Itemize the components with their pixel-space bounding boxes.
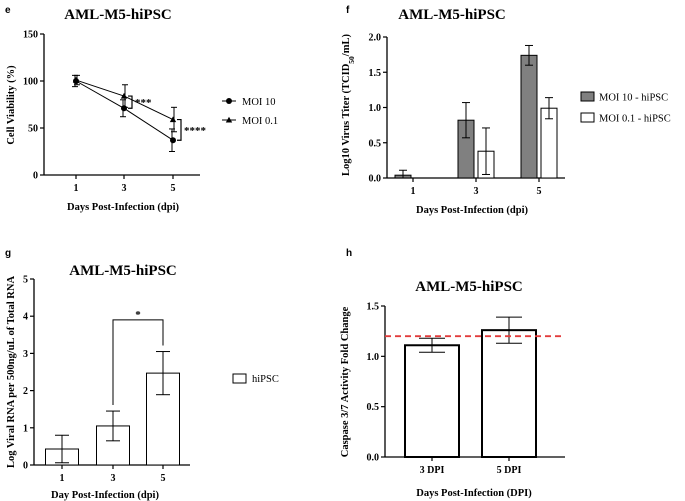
panel-e-legend-label: MOI 0.1 [242, 116, 278, 127]
panel-e-x-tick-label: 1 [74, 183, 79, 194]
panel-e-y-tick-label: 50 [28, 124, 38, 135]
panel-h-bar [481, 329, 537, 458]
panel-letter-f: f [346, 5, 350, 16]
panel-e: e AML-M5-hiPSC Days Post-Infection (dpi)… [5, 5, 278, 213]
panel-f-ylabel-end: /mL) [341, 34, 352, 58]
panel-e-significance-bracket [128, 95, 133, 109]
panel-f: f AML-M5-hiPSC Days Post-Infection (dpi)… [341, 5, 671, 216]
panel-f-title: AML-M5-hiPSC [398, 7, 506, 23]
panel-g-title: AML-M5-hiPSC [69, 263, 177, 279]
panel-h: h AML-M5-hiPSC Days Post-Infection (DPI)… [340, 248, 565, 499]
panel-g-xlabel: Day Post-Infection (dpi) [51, 490, 159, 501]
panel-f-x-tick-label: 3 [474, 186, 479, 197]
panel-letter-e: e [5, 5, 11, 16]
panel-letter-g: g [5, 248, 11, 259]
panel-f-y-tick-label: 1.5 [369, 68, 382, 79]
panel-f-ylabel: Log10 Virus Titer (TCID50/mL) [341, 34, 356, 176]
panel-g-x-tick-label: 1 [60, 473, 65, 484]
panel-h-x-tick-label: 5 DPI [497, 465, 522, 476]
panel-e-significance-bracket [177, 118, 182, 141]
panel-f-x-tick-label: 5 [537, 186, 542, 197]
panel-g-x-tick-label: 5 [161, 473, 166, 484]
panel-g-x-tick-label: 3 [111, 473, 116, 484]
panel-f-xlabel: Days Post-Infection (dpi) [416, 205, 529, 216]
panel-f-y-tick-label: 1.0 [369, 103, 382, 114]
panel-e-legend-marker [225, 116, 233, 123]
panel-g-legend-label: hiPSC [252, 374, 279, 385]
panel-f-y-tick-label: 0.5 [369, 138, 382, 149]
panel-e-xlabel: Days Post-Infection (dpi) [67, 202, 180, 213]
panel-h-bar [404, 344, 460, 459]
panel-h-xlabel: Days Post-Infection (DPI) [416, 488, 532, 499]
panel-e-point [121, 105, 127, 112]
panel-e-x-tick-label: 3 [122, 183, 127, 194]
panel-e-y-tick-label: 100 [23, 77, 38, 88]
panel-g-y-tick-label: 1 [23, 423, 28, 434]
panel-f-legend-label: MOI 10 - hiPSC [599, 93, 668, 104]
panel-letter-h: h [346, 248, 352, 259]
panel-f-legend-label: MOI 0.1 - hiPSC [599, 114, 671, 125]
panel-g-y-tick-label: 3 [23, 349, 28, 360]
panel-f-y-tick-label: 0.0 [369, 174, 382, 185]
panel-g-significance-bracket [112, 319, 164, 406]
panel-g-significance-label: * [135, 309, 141, 321]
panel-e-point [169, 116, 177, 123]
panel-g-ylabel: Log Viral RNA per 500ng/uL of Total RNA [6, 276, 17, 468]
panel-e-y-tick-label: 0 [33, 171, 38, 182]
panel-f-x-tick-label: 1 [411, 186, 416, 197]
panel-g: g AML-M5-hiPSC Day Post-Infection (dpi) … [5, 248, 279, 501]
panel-f-legend-swatch [580, 112, 595, 123]
panel-h-y-tick-label: 1.0 [367, 352, 380, 363]
panel-g-legend-swatch [232, 373, 247, 384]
panel-h-ylabel: Caspase 3/7 Activity Fold Change [340, 306, 351, 457]
panel-e-point [170, 137, 176, 144]
panel-h-y-tick-label: 0.0 [367, 453, 380, 464]
panel-e-point [120, 92, 128, 99]
panel-g-y-tick-label: 2 [23, 386, 28, 397]
panel-h-title: AML-M5-hiPSC [415, 279, 523, 295]
panel-f-y-tick-label: 2.0 [369, 33, 382, 44]
panel-g-y-tick-label: 4 [23, 312, 28, 323]
panel-e-legend-label: MOI 10 [242, 97, 276, 108]
panel-e-legend-marker [226, 98, 232, 104]
panel-e-x-tick-label: 5 [171, 183, 176, 194]
panel-e-title: AML-M5-hiPSC [64, 7, 172, 23]
panel-e-significance-label: **** [184, 125, 207, 137]
panel-g-y-tick-label: 5 [23, 275, 28, 286]
panel-f-ylabel-sub: 50 [347, 56, 356, 64]
panel-e-significance-label: *** [135, 97, 152, 109]
panel-e-ylabel: Cell Viability (%) [6, 65, 17, 145]
panel-g-y-tick-label: 0 [23, 461, 28, 472]
panel-f-ylabel-main: Log10 Virus Titer (TCID [341, 63, 352, 176]
panel-e-point [72, 76, 80, 83]
panel-e-y-tick-label: 150 [23, 30, 38, 41]
panel-f-legend-swatch [580, 91, 595, 102]
panel-f-bar [520, 54, 538, 179]
panel-h-x-tick-label: 3 DPI [420, 465, 445, 476]
panel-h-y-tick-label: 1.5 [367, 302, 380, 313]
panel-h-y-tick-label: 0.5 [367, 402, 380, 413]
